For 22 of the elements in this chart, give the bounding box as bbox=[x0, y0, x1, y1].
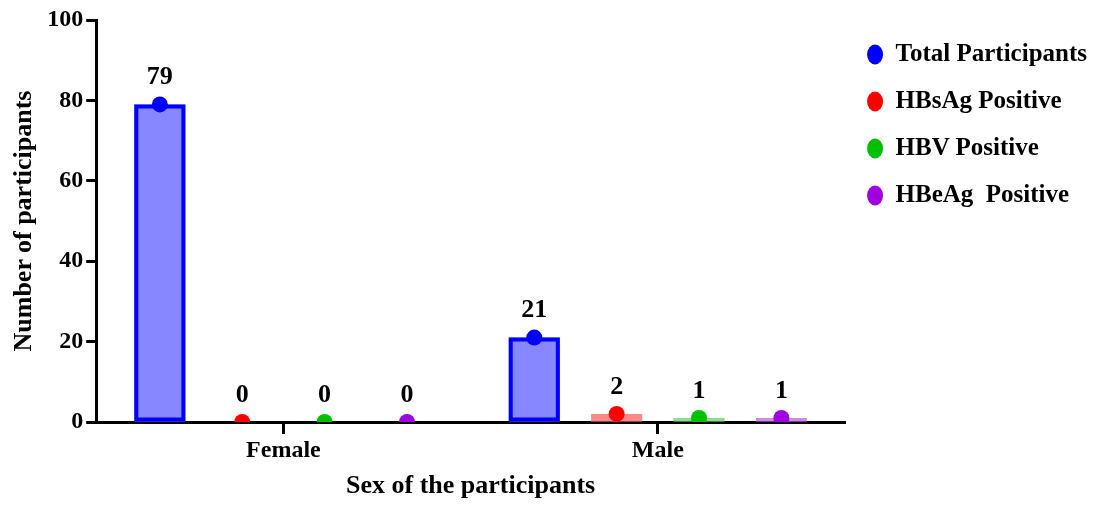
x-tick-label: Male bbox=[631, 435, 685, 462]
legend-label: HBeAg Positive bbox=[895, 179, 1070, 207]
y-tick-label: 60 bbox=[59, 166, 84, 192]
x-axis-title: Sex of the participants bbox=[346, 470, 596, 500]
data-label: 1 bbox=[692, 374, 706, 404]
x-tick-label: Female bbox=[246, 435, 322, 462]
legend-label: Total Participants bbox=[895, 38, 1088, 66]
y-tick-label: 20 bbox=[59, 326, 84, 353]
legend-label: HBsAg Positive bbox=[895, 85, 1062, 113]
data-label: 2 bbox=[610, 370, 624, 400]
data-label: 1 bbox=[774, 374, 788, 404]
y-tick-label: 40 bbox=[59, 246, 84, 273]
y-axis-title: Number of participants bbox=[8, 90, 38, 352]
y-tick-label: 0 bbox=[71, 407, 84, 434]
data-label: 21 bbox=[521, 294, 548, 324]
data-label: 0 bbox=[400, 378, 414, 408]
data-label: 0 bbox=[318, 378, 332, 408]
y-tick-label: 100 bbox=[47, 5, 84, 32]
legend-label: HBV Positive bbox=[895, 132, 1039, 160]
y-tick-label: 80 bbox=[59, 85, 84, 112]
data-label: 0 bbox=[235, 378, 249, 408]
data-label: 79 bbox=[146, 61, 173, 91]
